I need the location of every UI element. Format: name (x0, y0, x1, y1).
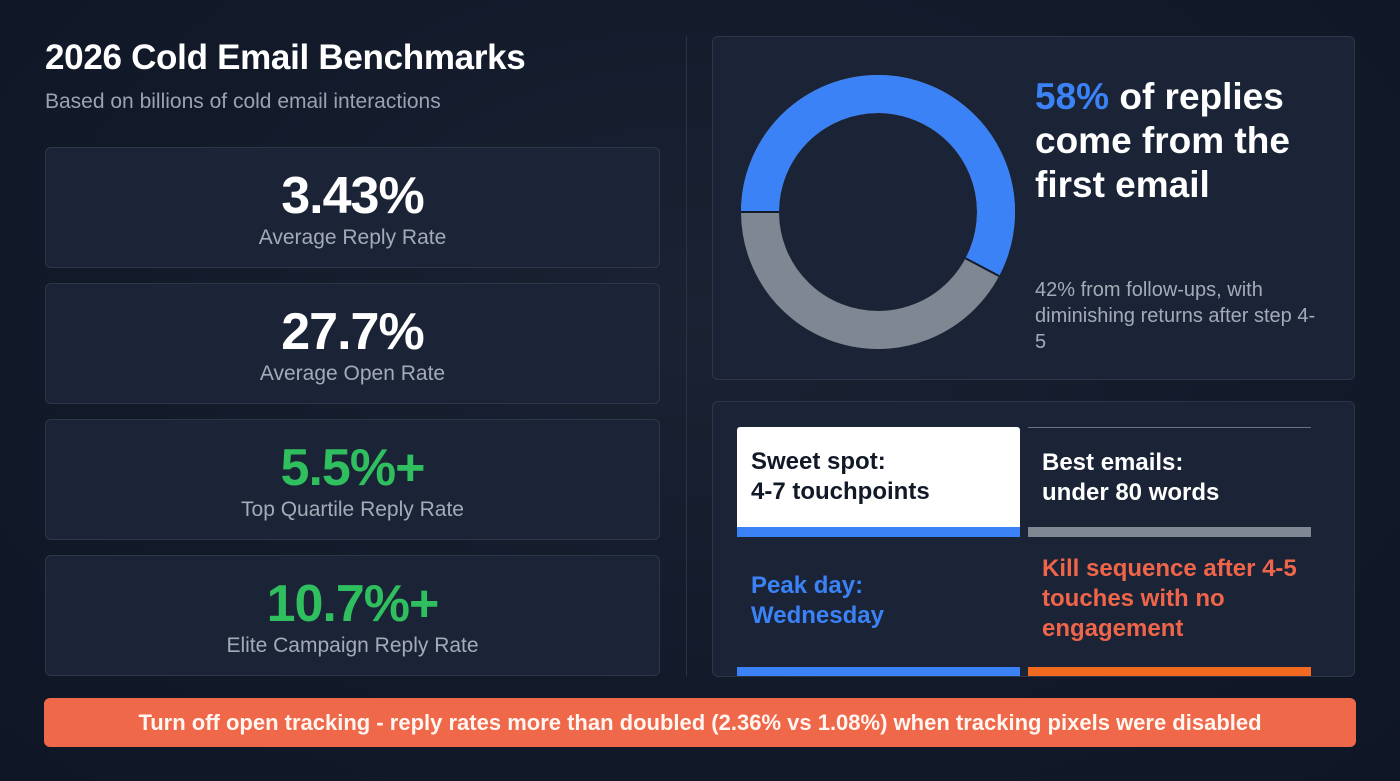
tip-sweet-spot: Sweet spot: 4-7 touchpoints (737, 427, 1020, 537)
stat-label: Average Reply Rate (258, 226, 447, 249)
reply-share-note: 42% from follow-ups, with diminishing re… (1035, 279, 1316, 353)
stat-value: 10.7%+ (266, 575, 440, 633)
headline-text: come from the (1035, 120, 1290, 161)
tip-line: Best emails: (1042, 449, 1184, 476)
stat-label: Average Open Rate (259, 362, 446, 385)
tip-peak-day: Peak day: Wednesday (737, 567, 1020, 676)
tip-line: Sweet spot: (751, 448, 886, 475)
stat-value: 27.7% (281, 303, 424, 361)
column-divider (686, 36, 687, 676)
donut-separator (964, 257, 1000, 277)
tip-accent-bar (1028, 667, 1311, 676)
stat-card-average-open-rate: 27.7% Average Open Rate (45, 283, 660, 404)
stat-label: Top Quartile Reply Rate (241, 498, 464, 521)
headline-accent-percent: 58% (1035, 76, 1110, 117)
tip-line: Peak day: (751, 572, 864, 599)
stat-card-top-quartile-reply-rate: 5.5%+ Top Quartile Reply Rate (45, 419, 660, 540)
tip-accent-bar (1028, 527, 1311, 537)
stat-value: 3.43% (281, 167, 424, 225)
open-tracking-banner: Turn off open tracking - reply rates mor… (44, 698, 1356, 747)
tip-line: touches with no (1042, 585, 1225, 612)
tip-accent-bar (737, 527, 1020, 537)
tip-best-emails: Best emails: under 80 words (1028, 427, 1311, 537)
reply-share-card: 58% of replies come from the first email… (712, 36, 1355, 380)
donut-segment-first-email (741, 75, 1015, 277)
tips-card: Sweet spot: 4-7 touchpoints Best emails:… (712, 401, 1355, 677)
tip-line: Kill sequence after 4-5 (1042, 555, 1297, 582)
tip-line: Wednesday (751, 602, 884, 629)
tip-line: 4-7 touchpoints (751, 478, 930, 505)
stat-value: 5.5%+ (280, 439, 426, 497)
headline-text: of replies (1109, 76, 1284, 117)
stat-card-elite-campaign-reply-rate: 10.7%+ Elite Campaign Reply Rate (45, 555, 660, 676)
tip-line: under 80 words (1042, 479, 1220, 506)
headline-text: first email (1035, 164, 1210, 205)
reply-share-donut-chart (741, 75, 1015, 349)
reply-share-headline: 58% of replies come from the first email (1035, 75, 1290, 207)
stat-label: Elite Campaign Reply Rate (226, 634, 479, 657)
tip-kill-sequence: Kill sequence after 4-5 touches with no … (1028, 554, 1311, 676)
tip-accent-bar (737, 667, 1020, 676)
page-title: 2026 Cold Email Benchmarks (45, 38, 526, 77)
tip-line: engagement (1042, 615, 1184, 642)
page-subtitle: Based on billions of cold email interact… (45, 90, 441, 113)
stat-card-average-reply-rate: 3.43% Average Reply Rate (45, 147, 660, 268)
